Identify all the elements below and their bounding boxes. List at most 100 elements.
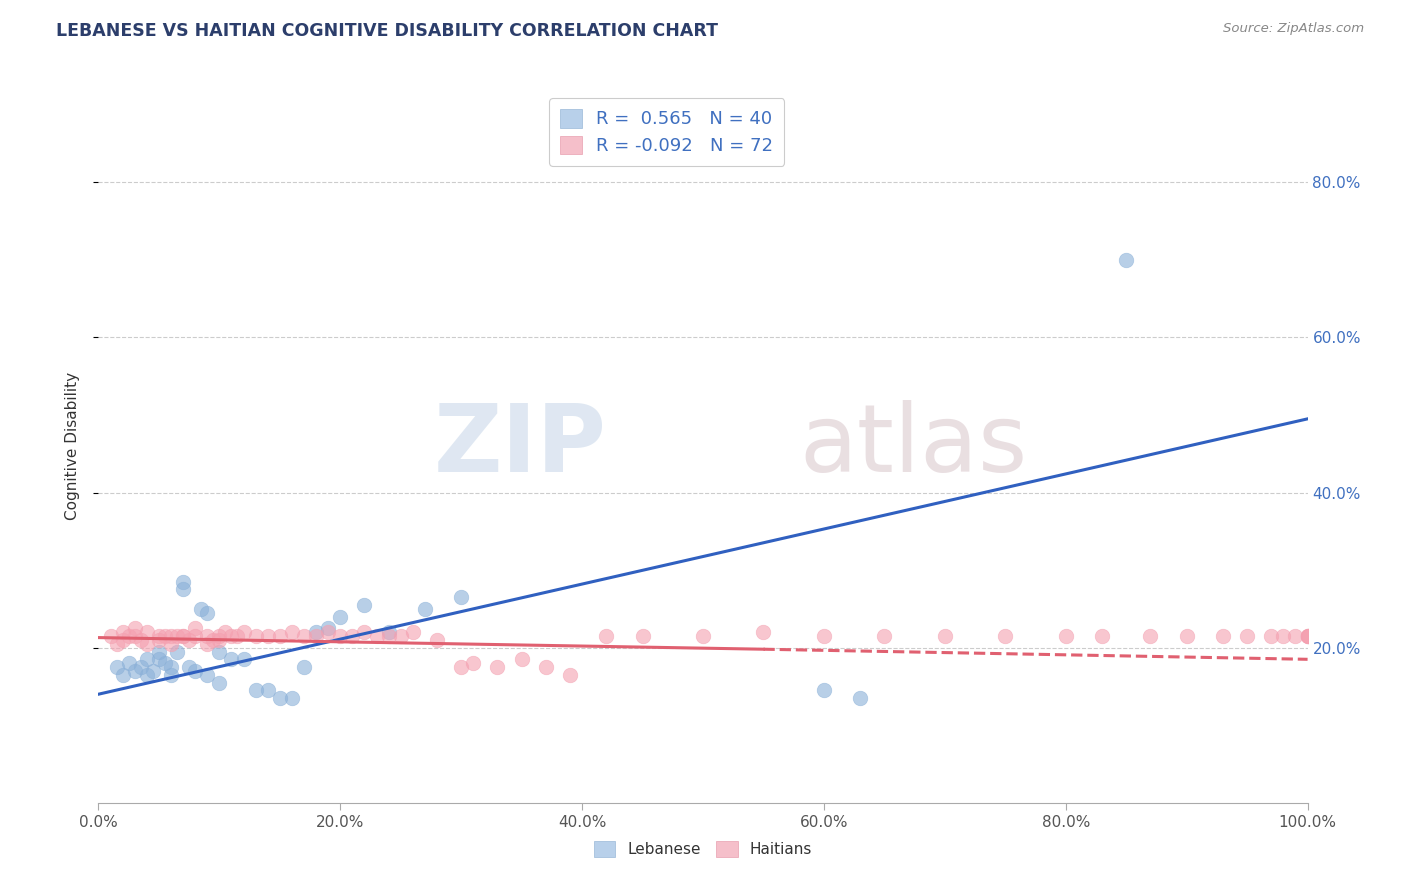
Point (148, 644, 170, 658)
Point (813, 629, 835, 643)
Point (631, 629, 654, 643)
Point (105, 660, 128, 674)
Point (105, 637, 128, 651)
Point (281, 625, 304, 640)
Point (153, 629, 176, 643)
Point (148, 632, 170, 647)
Point (129, 632, 152, 647)
Point (353, 625, 375, 640)
Point (1115, 252, 1137, 267)
Y-axis label: Cognitive Disability: Cognitive Disability (65, 372, 80, 520)
Point (1054, 629, 1077, 643)
Point (292, 660, 315, 674)
Point (232, 625, 254, 640)
Text: atlas: atlas (800, 400, 1028, 492)
Point (450, 660, 472, 674)
Point (534, 660, 557, 674)
Point (221, 652, 243, 666)
Point (353, 598, 375, 612)
Point (208, 644, 231, 658)
Point (184, 621, 207, 635)
Point (463, 656, 485, 670)
Text: Source: ZipAtlas.com: Source: ZipAtlas.com (1223, 22, 1364, 36)
Text: ZIP: ZIP (433, 400, 606, 492)
Point (450, 591, 472, 605)
Point (160, 668, 183, 682)
Point (558, 668, 581, 682)
Point (256, 629, 278, 643)
Point (1296, 629, 1319, 643)
Point (100, 629, 122, 643)
Point (402, 625, 425, 640)
Point (1212, 629, 1234, 643)
Point (377, 625, 399, 640)
Point (1296, 629, 1319, 643)
Point (1236, 629, 1258, 643)
Point (329, 609, 352, 624)
Point (135, 625, 157, 640)
Point (221, 629, 243, 643)
Point (160, 637, 183, 651)
Point (305, 629, 328, 643)
Point (142, 664, 165, 678)
Point (195, 606, 218, 620)
Point (124, 621, 146, 635)
Point (256, 683, 278, 698)
Point (269, 691, 291, 706)
Point (202, 632, 225, 647)
Point (166, 629, 188, 643)
Point (208, 632, 231, 647)
Point (195, 668, 218, 682)
Point (510, 652, 533, 666)
Point (195, 629, 218, 643)
Point (195, 637, 218, 651)
Point (135, 668, 157, 682)
Point (1260, 629, 1282, 643)
Point (135, 652, 157, 666)
Point (172, 629, 194, 643)
Point (160, 629, 183, 643)
Point (873, 629, 896, 643)
Point (208, 629, 231, 643)
Point (389, 629, 412, 643)
Point (184, 664, 207, 678)
Point (426, 632, 449, 647)
Point (934, 629, 956, 643)
Point (172, 582, 194, 597)
Point (124, 664, 146, 678)
Point (118, 629, 141, 643)
Point (172, 574, 194, 589)
Point (148, 652, 170, 666)
Point (232, 652, 254, 666)
Point (111, 625, 134, 640)
Point (269, 629, 291, 643)
Point (245, 629, 267, 643)
Point (148, 629, 170, 643)
Point (1091, 629, 1114, 643)
Point (226, 629, 249, 643)
Point (1296, 629, 1319, 643)
Text: LEBANESE VS HAITIAN COGNITIVE DISABILITY CORRELATION CHART: LEBANESE VS HAITIAN COGNITIVE DISABILITY… (56, 22, 718, 40)
Point (245, 683, 267, 698)
Point (166, 644, 188, 658)
Point (184, 629, 207, 643)
Point (329, 629, 352, 643)
Point (342, 629, 364, 643)
Point (129, 660, 152, 674)
Point (153, 656, 176, 670)
Point (849, 691, 872, 706)
Point (316, 625, 339, 640)
Point (413, 602, 436, 616)
Point (1272, 629, 1295, 643)
Point (160, 660, 183, 674)
Point (281, 691, 304, 706)
Point (111, 668, 134, 682)
Point (214, 625, 236, 640)
Point (595, 629, 617, 643)
Point (486, 660, 509, 674)
Point (1296, 629, 1319, 643)
Point (179, 632, 201, 647)
Point (118, 656, 141, 670)
Point (172, 629, 194, 643)
Point (208, 675, 231, 690)
